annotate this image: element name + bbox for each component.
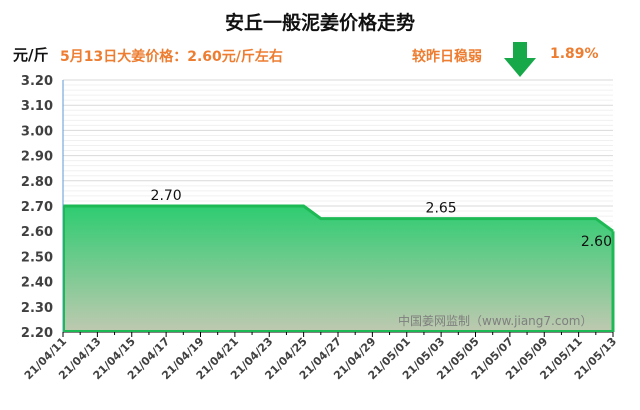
- price-line: [63, 204, 614, 233]
- y-tick-label: 3.00: [21, 124, 53, 139]
- y-tick-label: 2.70: [21, 200, 53, 215]
- y-tick-label: 2.40: [21, 276, 53, 291]
- chart-title: 安丘一般泥姜价格走势: [224, 12, 415, 34]
- y-tick-label: 2.50: [21, 250, 53, 265]
- y-tick-label: 2.30: [21, 301, 53, 316]
- y-tick-label: 2.60: [21, 225, 53, 240]
- y-tick-label: 2.90: [21, 150, 53, 165]
- price-area: [63, 206, 613, 332]
- y-axis-ticks: 3.20 3.10 3.00 2.90 2.80 2.70 2.60 2.50 2.40 2.30…: [21, 74, 53, 341]
- down-arrow-icon: [504, 42, 536, 77]
- price-note: 5月13日大姜价格：2.60元/斤左右: [60, 49, 283, 65]
- y-tick-label: 2.80: [21, 175, 53, 190]
- change-percent: 1.89%: [550, 46, 599, 62]
- data-labels: 2.70 2.65 2.60: [151, 188, 612, 250]
- data-label: 2.70: [151, 188, 182, 204]
- x-axis-ticks: 21/04/1121/04/1321/04/1521/04/1721/04/19…: [22, 332, 619, 382]
- y-tick-label: 2.20: [21, 326, 53, 341]
- data-label: 2.65: [426, 201, 457, 217]
- y-tick-label: 3.20: [21, 74, 53, 89]
- watermark: 中国姜网监制（www.jiang7.com）: [398, 313, 592, 328]
- y-axis-unit: 元/斤: [13, 46, 49, 64]
- change-label: 较昨日稳弱: [412, 49, 482, 65]
- data-label: 2.60: [581, 234, 612, 250]
- y-tick-label: 3.10: [21, 99, 53, 114]
